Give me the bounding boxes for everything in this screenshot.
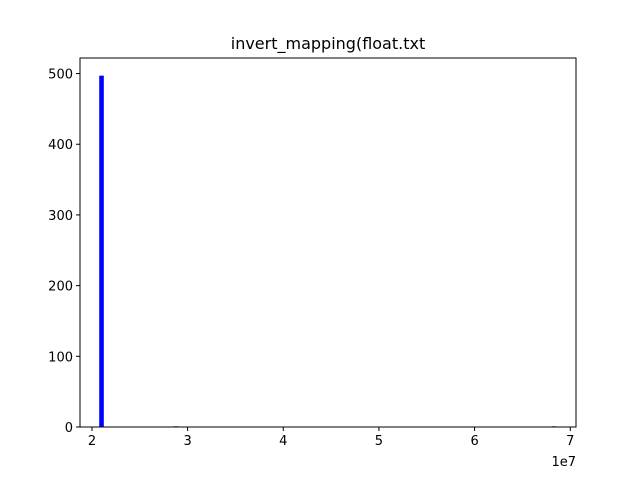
plot-background: [80, 58, 576, 427]
x-tick-label: 4: [279, 434, 287, 449]
x-axis-ticks: 2 3 4 5 6 7: [88, 427, 574, 449]
y-tick-label: 300: [48, 209, 73, 224]
plot-frame: [79, 57, 577, 428]
y-tick-label: 400: [48, 138, 73, 153]
x-tick-label: 5: [375, 434, 383, 449]
y-tick-label: 100: [48, 350, 73, 365]
chart-title: invert_mapping(float.txt: [231, 34, 425, 54]
x-tick-label: 6: [470, 434, 478, 449]
y-tick-label: 0: [65, 421, 73, 436]
histogram-bar: [99, 75, 104, 427]
x-tick-label: 7: [566, 434, 574, 449]
y-tick-label: 500: [48, 68, 73, 83]
y-tick-label: 200: [48, 280, 73, 295]
x-tick-label: 2: [88, 434, 96, 449]
x-axis-offset-label: 1e7: [551, 455, 576, 470]
y-axis-ticks: 0 100 200 300 400 500: [48, 68, 80, 436]
x-tick-label: 3: [183, 434, 191, 449]
